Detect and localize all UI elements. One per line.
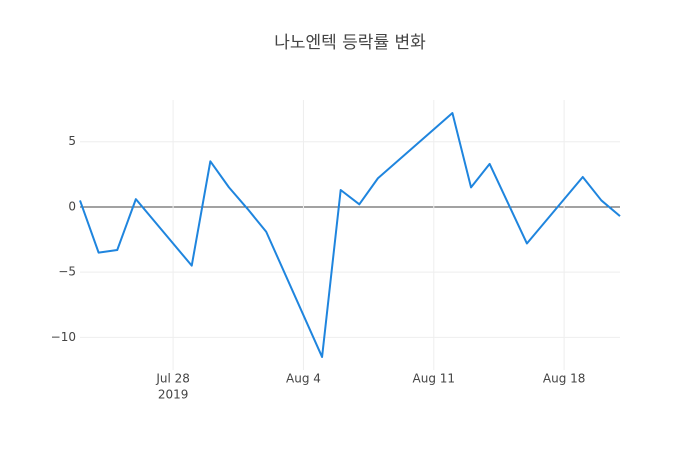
x-year-label: 2019 bbox=[158, 388, 189, 402]
x-tick-label: Aug 18 bbox=[543, 372, 586, 386]
y-tick-label: −10 bbox=[51, 330, 76, 344]
x-tick-label: Jul 28 bbox=[155, 372, 190, 386]
chart-title: 나노엔텍 등락률 변화 bbox=[274, 33, 426, 53]
y-tick-label: 0 bbox=[68, 199, 76, 213]
y-tick-label: 5 bbox=[68, 134, 76, 148]
y-tick-label: −5 bbox=[58, 265, 76, 279]
line bbox=[79, 112, 621, 358]
x-tick-label: Aug 4 bbox=[286, 372, 321, 386]
x-tick-label: Aug 11 bbox=[413, 372, 456, 386]
